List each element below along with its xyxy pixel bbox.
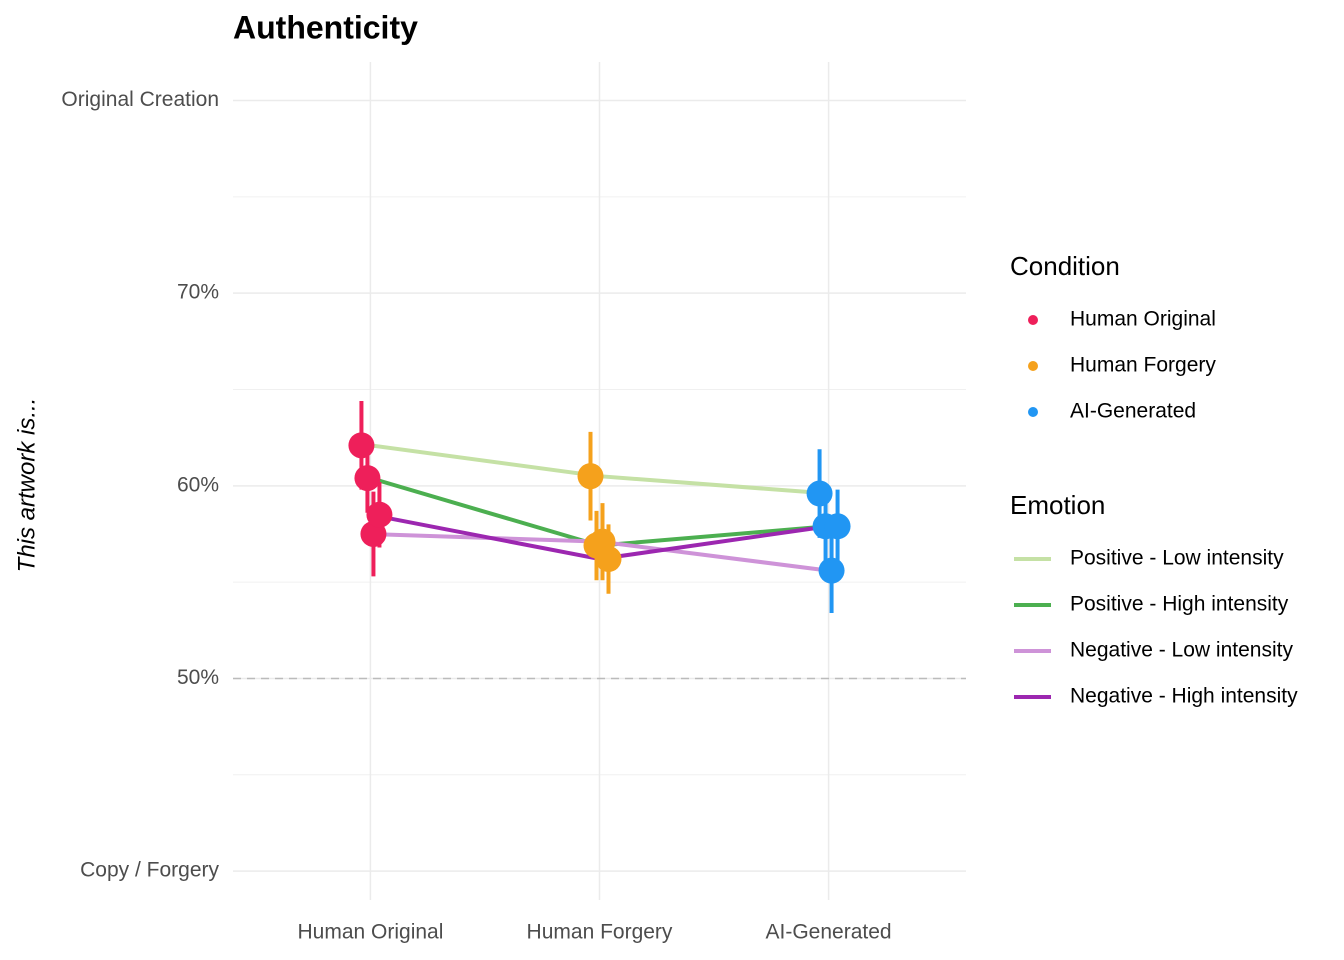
chart-title: Authenticity [233, 9, 418, 45]
y-axis-label: This artwork is... [13, 398, 40, 573]
legend-label: Human Original [1070, 308, 1216, 331]
x-tick-label: Human Forgery [527, 921, 673, 944]
legend-label: AI-Generated [1070, 400, 1196, 423]
y-tick-label: Copy / Forgery [80, 859, 219, 882]
legend-title: Emotion [1010, 490, 1105, 520]
point [806, 480, 833, 507]
point [354, 465, 381, 492]
y-tick-label: Original Creation [61, 88, 219, 111]
legend-marker [1028, 315, 1038, 325]
point [577, 463, 604, 490]
y-tick-label: 60% [177, 473, 219, 496]
legend-label: Negative - Low intensity [1070, 639, 1293, 662]
x-tick-label: AI-Generated [766, 921, 892, 944]
y-tick-label: 50% [177, 666, 219, 689]
point [366, 501, 393, 528]
legend-marker [1028, 407, 1038, 417]
legend-label: Positive - High intensity [1070, 593, 1289, 616]
legend-marker [1028, 361, 1038, 371]
y-tick-label: 70% [177, 281, 219, 304]
point [818, 557, 845, 584]
legend-label: Human Forgery [1070, 354, 1216, 377]
point [595, 546, 622, 573]
legend-title: Condition [1010, 251, 1120, 281]
legend-label: Positive - Low intensity [1070, 547, 1284, 570]
legend-label: Negative - High intensity [1070, 685, 1298, 708]
point [824, 513, 851, 540]
point [348, 432, 375, 459]
x-tick-label: Human Original [297, 921, 443, 944]
